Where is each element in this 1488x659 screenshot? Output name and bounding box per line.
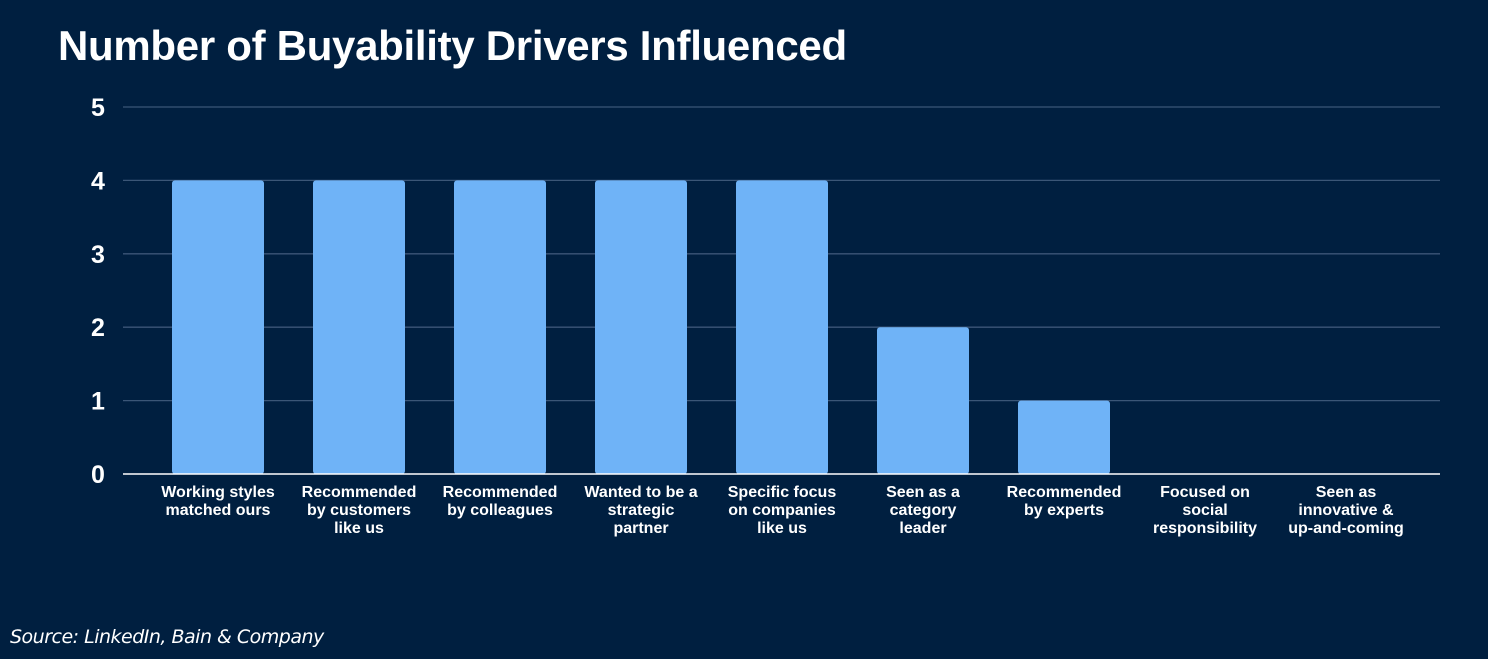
- x-tick-label-line: by colleagues: [447, 502, 553, 519]
- y-tick-label: 4: [91, 167, 105, 195]
- x-tick-label-line: Recommended: [442, 484, 558, 501]
- y-tick-label: 5: [91, 94, 105, 122]
- chart-title: Number of Buyability Drivers Influenced: [58, 22, 847, 69]
- x-tick-label: Specific focus on companies like us: [712, 484, 852, 538]
- x-tick-label-line: social: [1182, 502, 1228, 519]
- bar: [595, 180, 687, 474]
- bar: [736, 180, 828, 474]
- y-tick-label: 1: [91, 388, 105, 416]
- y-tick-label: 0: [91, 461, 105, 489]
- x-tick-label-line: like us: [334, 520, 384, 537]
- x-tick-label-line: Recommended: [1006, 484, 1122, 501]
- source-note: Source: LinkedIn, Bain & Company: [10, 626, 324, 648]
- x-tick-label-line: responsibility: [1152, 520, 1258, 537]
- x-tick-label: Wanted to be a strategic partner: [571, 484, 711, 538]
- x-tick-label-line: by experts: [1023, 502, 1105, 519]
- y-tick-label: 2: [91, 314, 105, 342]
- x-tick-label-line: Specific focus: [727, 484, 837, 501]
- x-tick-label-line: strategic: [607, 502, 675, 519]
- x-tick-label-line: Seen as: [1315, 484, 1377, 501]
- x-tick-label-line: Wanted to be a: [584, 484, 698, 501]
- x-tick-label-line: like us: [757, 520, 807, 537]
- x-tick-label: Recommended by customers like us: [289, 484, 429, 538]
- y-tick-label: 3: [91, 241, 105, 269]
- x-tick-label: Focused on social responsibility: [1135, 484, 1275, 538]
- x-tick-label: Seen as innovative & up-and-coming: [1276, 484, 1416, 538]
- bar: [172, 180, 264, 474]
- x-tick-label: Working styles matched ours: [148, 484, 288, 520]
- x-tick-label-line: Working styles: [161, 484, 275, 501]
- x-tick-label-line: leader: [899, 520, 947, 537]
- x-tick-label-line: on companies: [728, 502, 836, 519]
- x-tick-label: Seen as a category leader: [853, 484, 993, 538]
- x-tick-label-line: matched ours: [165, 502, 271, 519]
- bar: [1018, 400, 1110, 474]
- x-tick-label-line: up-and-coming: [1288, 520, 1404, 537]
- x-tick-label-line: innovative &: [1298, 502, 1394, 519]
- bar: [313, 180, 405, 474]
- x-tick-label-line: by customers: [306, 502, 412, 519]
- bar: [454, 180, 546, 474]
- x-tick-label-line: Recommended: [301, 484, 417, 501]
- x-tick-label: Recommended by experts: [994, 484, 1134, 520]
- x-tick-label-line: Seen as a: [886, 484, 960, 501]
- x-tick-label-line: partner: [613, 520, 669, 537]
- x-tick-label-line: category: [889, 502, 957, 519]
- x-tick-label-line: Focused on: [1160, 484, 1250, 501]
- x-tick-label: Recommended by colleagues: [430, 484, 570, 520]
- bar: [877, 327, 969, 474]
